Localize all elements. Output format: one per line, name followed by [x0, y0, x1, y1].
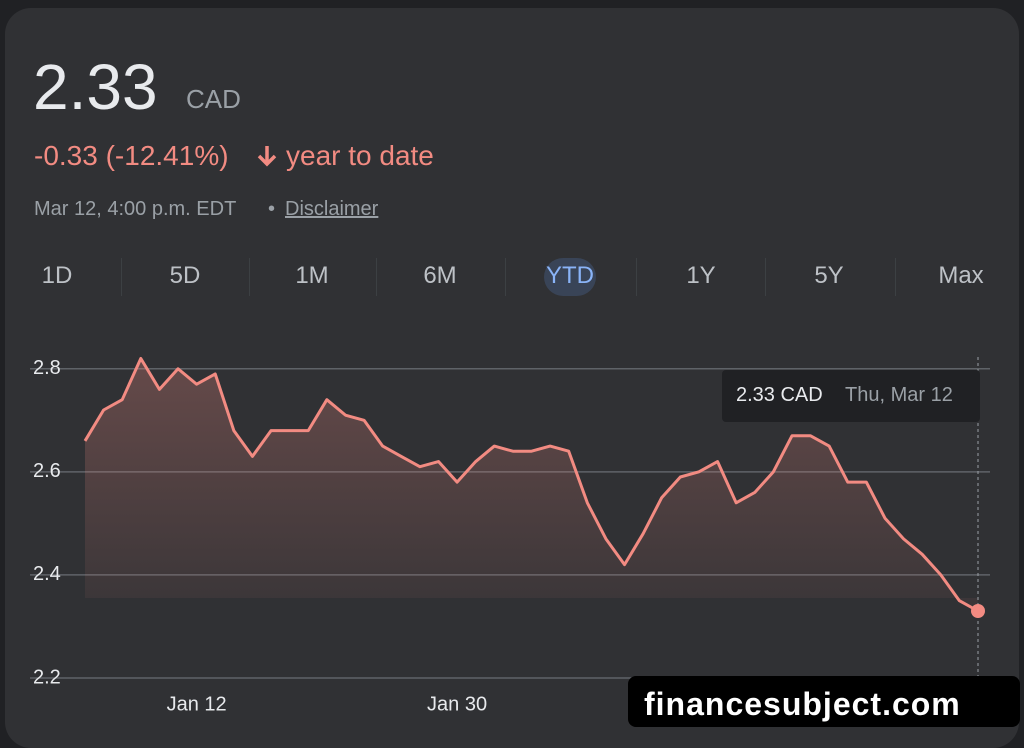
separator: •	[268, 198, 276, 220]
tab-divider	[376, 258, 377, 296]
tab[interactable]: 1D	[41, 262, 73, 289]
tooltip-value: 2.33 CAD	[736, 384, 823, 406]
tab-divider	[248, 258, 250, 296]
currency: CAD	[186, 84, 241, 114]
tab[interactable]: YTD	[546, 262, 594, 289]
tab[interactable]: 6M	[423, 262, 457, 289]
timestamp: Mar 12, 4:00 p.m. EDT	[34, 198, 237, 220]
tab[interactable]: 1Y	[686, 262, 716, 289]
down-arrow	[257, 146, 277, 167]
tab[interactable]: Max	[938, 262, 984, 289]
x-tick-label: Jan 12	[167, 693, 227, 715]
line	[83, 356, 979, 613]
x-tick-label: Jan 30	[427, 693, 487, 715]
period: year to date	[286, 140, 434, 171]
last-point	[971, 604, 985, 618]
tab[interactable]: 5Y	[814, 262, 844, 289]
watermark: financesubject.com	[644, 686, 961, 722]
tab[interactable]: 5D	[169, 262, 201, 289]
tooltip	[722, 370, 980, 422]
tab-divider	[895, 258, 896, 296]
tab-divider	[765, 258, 766, 296]
y-tick-label: 2.8	[33, 357, 61, 379]
tooltip-date: Thu, Mar 12	[845, 384, 953, 406]
y-tick-label: 2.4	[33, 563, 61, 585]
tab[interactable]: 1M	[295, 262, 329, 289]
watermark-box	[628, 676, 1020, 727]
tab-divider	[505, 258, 506, 296]
price: 2.33	[33, 51, 158, 123]
area	[85, 358, 978, 611]
tab-divider	[121, 258, 122, 296]
y-tick-label: 2.2	[33, 666, 61, 688]
tab-divider	[635, 258, 637, 296]
tab-highlight	[544, 258, 596, 296]
disclaimer-link[interactable]: Disclaimer	[285, 198, 379, 220]
y-tick-label: 2.6	[33, 460, 61, 482]
change: -0.33 (-12.41%)	[34, 140, 229, 171]
